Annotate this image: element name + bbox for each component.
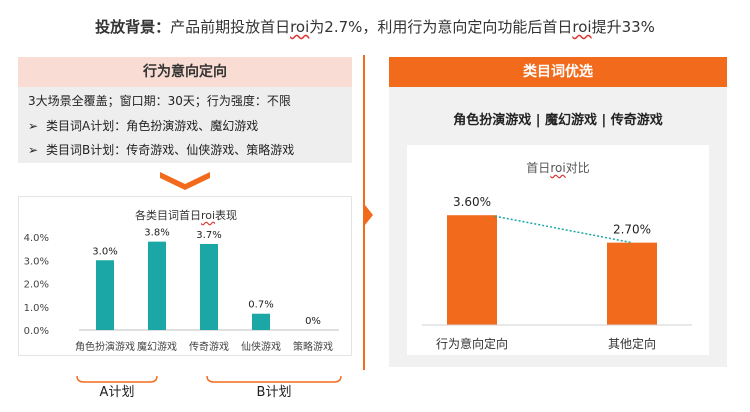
headline: 投放背景：产品前期投放首日roi为2.7%，利用行为意向定向功能后首日roi提升… (0, 16, 750, 37)
y-tick-label: 3.0% (24, 256, 49, 267)
data-label: 3.0% (92, 246, 117, 257)
right-panel-header: 类目词优选 (389, 57, 727, 87)
chart-title: 首日roi对比 (526, 161, 590, 175)
desc-line-text: 类目词B计划：传奇游戏、仙侠游戏、策略游戏 (46, 143, 295, 157)
section-divider (363, 55, 365, 370)
data-label: 0% (305, 316, 321, 327)
headline-roi-1: roi (290, 18, 310, 36)
headline-roi-2: roi (572, 18, 592, 36)
headline-text-2: 为2.7%，利用行为意向定向功能后首日 (309, 18, 573, 36)
optimized-categories-panel: 角色扮演游戏 | 魔幻游戏 | 传奇游戏 首日roi对比 3.60% 行为意向定向… (389, 87, 727, 367)
y-tick-label: 0.0% (24, 326, 49, 337)
trend-line (494, 215, 633, 244)
left-panel-header: 行为意向定向 (18, 57, 352, 87)
data-label: 2.70% (613, 223, 651, 237)
desc-line-text: 类目词A计划：角色扮演游戏、魔幻游戏 (46, 119, 259, 133)
data-label: 3.7% (196, 230, 221, 241)
y-tick-label: 1.0% (24, 303, 49, 314)
x-tick-label: 角色扮演游戏 (75, 340, 135, 353)
plan-b-label: B计划 (257, 385, 292, 398)
plan-a-bracket: A计划 (76, 376, 158, 398)
x-tick-label: 其他定向 (608, 336, 656, 351)
bar (447, 215, 497, 325)
x-tick-label: 仙侠游戏 (241, 340, 281, 353)
headline-text-1: 产品前期投放首日 (170, 18, 291, 36)
bar (148, 241, 166, 330)
category-roi-chart: 各类目词首日roi表现 0.0% 1.0% 2.0% 3.0% 4.0% 3.0% 角色扮演… (18, 196, 352, 356)
bar (252, 313, 270, 330)
desc-line-plan-a: ➢ 类目词A计划：角色扮演游戏、魔幻游戏 (28, 117, 258, 134)
x-tick-label: 魔幻游戏 (137, 340, 177, 353)
arrow-bullet-icon: ➢ (28, 119, 39, 133)
data-label: 0.7% (248, 300, 273, 311)
selected-categories: 角色扮演游戏 | 魔幻游戏 | 传奇游戏 (453, 113, 663, 128)
plan-b-bracket: B计划 (206, 376, 342, 398)
bar (200, 243, 218, 330)
bar (607, 242, 657, 325)
data-label: 3.60% (453, 195, 491, 209)
roi-comparison-chart: 3.60% 行为意向定向 2.70% 其他定向 (422, 195, 692, 351)
headline-label: 投放背景： (95, 18, 171, 36)
plan-a-label: A计划 (100, 385, 135, 398)
arrow-bullet-icon: ➢ (28, 143, 39, 157)
roi-comparison-card: 首日roi对比 3.60% 行为意向定向 2.70% 其他定向 (407, 145, 709, 355)
x-tick-label: 传奇游戏 (189, 340, 229, 353)
headline-text-3: 提升33% (591, 18, 655, 36)
y-tick-label: 4.0% (24, 233, 49, 244)
desc-line-scenes: 3大场景全覆盖；窗口期：30天；行为强度：不限 (28, 92, 291, 109)
desc-line-text: 3大场景全覆盖；窗口期：30天；行为强度：不限 (28, 94, 291, 108)
bar (96, 260, 114, 330)
targeting-description: 3大场景全覆盖；窗口期：30天；行为强度：不限 ➢ 类目词A计划：角色扮演游戏、魔… (18, 87, 352, 163)
chevron-down-icon (160, 172, 210, 190)
x-tick-label: 行为意向定向 (436, 336, 508, 351)
category-roi-chart-plot: 0.0% 1.0% 2.0% 3.0% 4.0% 3.0% 角色扮演游戏 3.8% 魔幻游戏 3.… (24, 228, 339, 353)
y-tick-label: 2.0% (24, 280, 49, 291)
chart-title: 各类目词首日roi表现 (134, 209, 238, 222)
desc-line-plan-b: ➢ 类目词B计划：传奇游戏、仙侠游戏、策略游戏 (28, 141, 294, 158)
arrow-right-icon (365, 205, 373, 225)
data-label: 3.8% (144, 228, 169, 239)
x-tick-label: 策略游戏 (293, 340, 333, 353)
